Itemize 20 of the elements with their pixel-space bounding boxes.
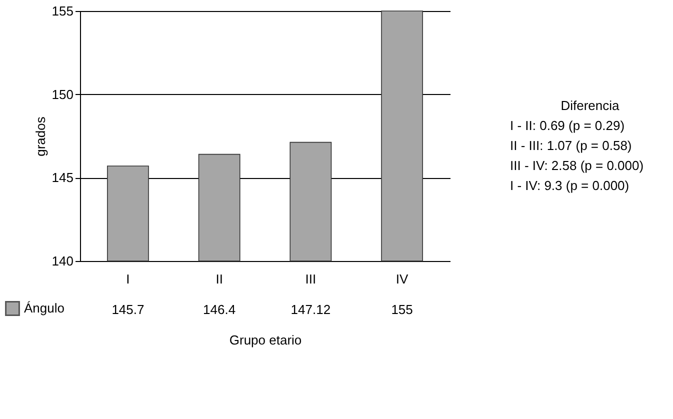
data-label: 147.12: [290, 302, 331, 317]
text: I - IV: 9.3 (p = 0.000): [510, 178, 630, 193]
y-axis-title: grados: [32, 116, 48, 156]
x-tick-label: I: [126, 272, 130, 286]
data-label: 155: [391, 302, 413, 317]
text: Diferencia: [560, 98, 620, 113]
data-label: 145.7: [112, 302, 144, 317]
legend-label: Ángulo: [24, 300, 64, 316]
text: III - IV: 2.58 (p = 0.000): [510, 158, 644, 173]
text: II - III: 1.07 (p = 0.58): [510, 138, 632, 153]
y-tick-label: 150: [52, 86, 74, 102]
data-label: 146.4: [203, 302, 236, 317]
y-tick-label: 140: [52, 254, 74, 268]
x-tick-label: II: [216, 272, 223, 286]
x-tick-label: III: [305, 272, 316, 286]
y-tick-label: 155: [52, 4, 74, 18]
x-axis-title: Grupo etario: [229, 332, 302, 348]
x-tick-label: IV: [396, 272, 408, 286]
text: I - II: 0.69 (p = 0.29): [510, 118, 625, 133]
y-tick-label: 145: [52, 170, 74, 186]
